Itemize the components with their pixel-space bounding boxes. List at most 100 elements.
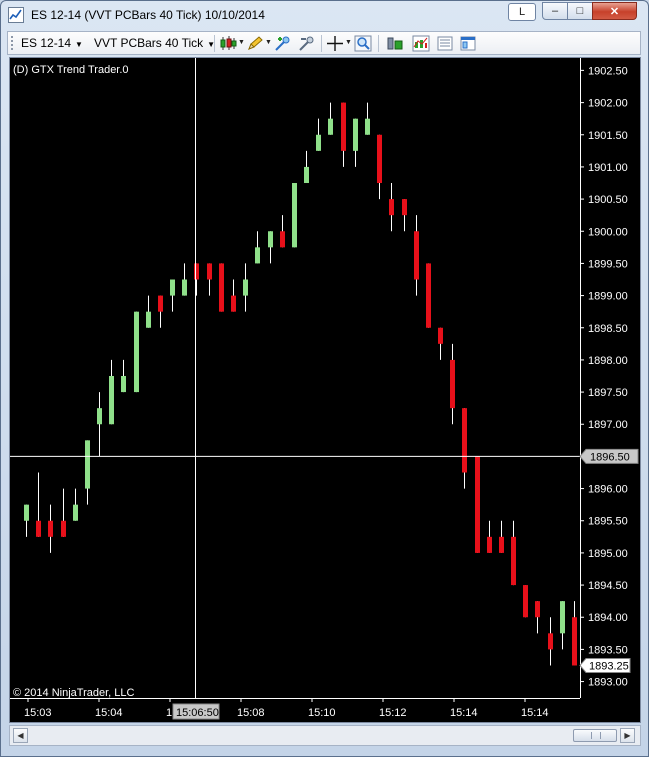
price-tick-label: 1895.00 xyxy=(588,548,628,560)
time-tick-label: 15:14 xyxy=(521,707,549,719)
scrollbar-thumb[interactable] xyxy=(573,729,617,742)
price-chart[interactable]: 1902.50 1902.00 1901.50 1901.00 1900.50 1900.… xyxy=(10,58,640,722)
chevron-down-icon[interactable]: ▼ xyxy=(345,39,352,46)
price-tick-label: 1900.50 xyxy=(588,194,628,206)
candle-body xyxy=(182,279,187,296)
magnify-icon[interactable] xyxy=(354,35,372,52)
candle-body xyxy=(499,536,504,553)
price-tick-label: 1898.00 xyxy=(588,355,628,367)
indicators-icon[interactable] xyxy=(412,35,430,52)
price-tick-label: 1897.50 xyxy=(588,387,628,399)
link-button[interactable]: L xyxy=(508,3,536,21)
price-tick-label: 1893.50 xyxy=(588,644,628,656)
candle-body xyxy=(61,520,66,537)
price-tick-label: 1897.00 xyxy=(588,419,628,431)
candle-body xyxy=(414,231,419,280)
candle-body xyxy=(438,327,443,344)
drawing-pencil-icon[interactable] xyxy=(246,35,264,52)
candle-body xyxy=(255,247,260,264)
indicator-label[interactable]: (D) GTX Trend Trader.0 xyxy=(13,64,129,76)
title-bar[interactable]: ES 12-14 (VVT PCBars 40 Tick) 10/10/2014… xyxy=(1,1,648,29)
chevron-down-icon[interactable]: ▼ xyxy=(265,39,272,46)
price-tick-label: 1902.50 xyxy=(588,65,628,77)
candle-body xyxy=(316,134,321,151)
toolbar-separator xyxy=(214,35,215,52)
instrument-label: ES 12-14 xyxy=(21,36,72,50)
time-tick-label: 15:04 xyxy=(95,707,123,719)
candle-body xyxy=(24,504,29,521)
candle-body xyxy=(146,311,151,328)
candle-body xyxy=(535,601,540,618)
last-price-label: 1893.25 xyxy=(589,660,629,672)
candle-body xyxy=(548,633,553,650)
candle-body xyxy=(426,263,431,328)
candle-body xyxy=(328,118,333,135)
maximize-button[interactable]: □ xyxy=(567,2,593,20)
scroll-left-icon[interactable]: ◀ xyxy=(13,728,28,743)
time-tick-label: 15:08 xyxy=(237,707,265,719)
price-tick-label: 1893.00 xyxy=(588,677,628,689)
scroll-right-icon[interactable]: ▶ xyxy=(620,728,635,743)
price-tick-label: 1900.00 xyxy=(588,226,628,238)
candle-body xyxy=(219,263,224,312)
instrument-selector[interactable]: ES 12-14 ▼ xyxy=(21,36,83,50)
price-tick-label: 1899.50 xyxy=(588,258,628,270)
candle-body xyxy=(365,118,370,135)
candle-body xyxy=(121,376,126,393)
candle-body xyxy=(268,231,273,248)
candle-body xyxy=(304,166,309,184)
price-tick-label: 1895.50 xyxy=(588,516,628,528)
candle-body xyxy=(511,536,516,586)
price-tick-label: 1896.00 xyxy=(588,484,628,496)
window-title: ES 12-14 (VVT PCBars 40 Tick) 10/10/2014 xyxy=(31,8,265,22)
candle-body xyxy=(48,520,53,537)
candle-body xyxy=(292,183,297,248)
candle-body xyxy=(462,408,467,473)
candle-body xyxy=(450,359,455,409)
crosshair-icon[interactable] xyxy=(326,35,344,52)
crosshair-price-label: 1896.50 xyxy=(590,451,630,463)
last-price-marker xyxy=(579,657,631,673)
candle-body xyxy=(85,440,90,489)
price-tick-label: 1901.00 xyxy=(588,162,628,174)
candle-body xyxy=(353,118,358,151)
chevron-down-icon[interactable]: ▼ xyxy=(238,39,245,46)
candle-body xyxy=(560,601,565,634)
time-tick-label: 15:10 xyxy=(308,707,336,719)
chart-app-icon xyxy=(8,7,24,23)
bar-type-icon[interactable] xyxy=(219,35,237,52)
zoom-out-icon[interactable] xyxy=(298,35,316,52)
toolbar-grip[interactable] xyxy=(11,36,16,50)
toolbar-separator xyxy=(378,35,379,52)
candle-body xyxy=(523,585,528,618)
candle-body xyxy=(231,295,236,312)
crosshair-price-marker xyxy=(579,448,639,464)
period-selector[interactable]: VVT PCBars 40 Tick ▼ xyxy=(94,36,215,50)
chart-panel[interactable]: 1902.50 1902.00 1901.50 1901.00 1900.50 1900.… xyxy=(9,57,641,723)
zoom-in-icon[interactable] xyxy=(274,35,292,52)
candle-body xyxy=(280,231,285,248)
close-button[interactable]: ✕ xyxy=(592,2,637,20)
candle-body xyxy=(487,536,492,553)
candle-body xyxy=(97,408,102,425)
candle-body xyxy=(341,102,346,151)
candle-body xyxy=(158,295,163,312)
time-tick-label: 15:12 xyxy=(379,707,407,719)
candle-body xyxy=(377,134,382,184)
price-tick-label: 1899.00 xyxy=(588,291,628,303)
price-tick-label: 1901.50 xyxy=(588,130,628,142)
horizontal-scrollbar[interactable]: ◀ ▶ xyxy=(9,725,641,746)
candle-body xyxy=(207,263,212,280)
minimize-button[interactable]: – xyxy=(542,2,568,20)
candle-body xyxy=(73,504,78,521)
time-tick-label: 15:03 xyxy=(24,707,52,719)
candle-body xyxy=(109,376,114,425)
properties-icon[interactable] xyxy=(459,35,477,52)
period-label: VVT PCBars 40 Tick xyxy=(94,36,204,50)
price-tick-label: 1894.00 xyxy=(588,612,628,624)
copyright-text: © 2014 NinjaTrader, LLC xyxy=(13,687,135,699)
time-tick-label: 15:14 xyxy=(450,707,478,719)
strategies-icon[interactable] xyxy=(386,35,404,52)
data-box-icon[interactable] xyxy=(436,35,454,52)
